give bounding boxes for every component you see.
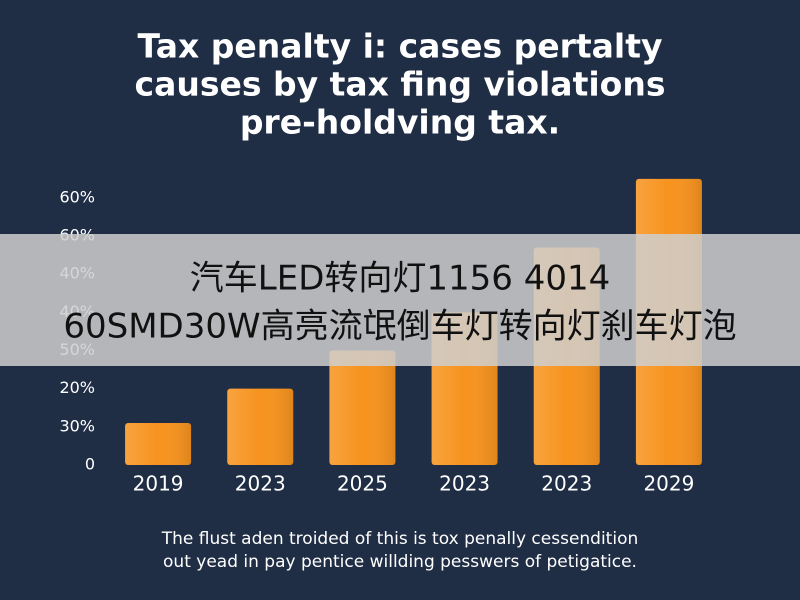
x-tick-label: 2023 [439, 472, 490, 496]
overlay-text: 60SMD30W高亮流氓倒车灯转向灯刹车灯泡 [63, 307, 736, 347]
bar-shade [125, 423, 192, 465]
overlay-banner [0, 234, 800, 366]
title-line: pre-holdving tax. [240, 103, 560, 142]
x-tick-label: 2023 [235, 472, 286, 496]
title-line: Tax penalty i: cases pertalty [137, 27, 662, 66]
title-line: causes by tax fing violations [135, 65, 666, 104]
footer-line: The flust aden troided of this is tox pe… [161, 529, 639, 549]
bar-shade [227, 388, 294, 465]
x-tick-label: 2025 [337, 472, 388, 496]
footer-line: out yead in pay pentice willding pesswer… [163, 552, 637, 572]
x-tick-label: 2029 [643, 472, 694, 496]
y-tick-label: 30% [59, 416, 95, 435]
x-tick-label: 2019 [133, 472, 184, 496]
x-tick-label: 2023 [541, 472, 592, 496]
y-tick-label: 0 [85, 455, 95, 474]
y-tick-label: 20% [59, 378, 95, 397]
y-tick-label: 60% [59, 187, 95, 206]
bar-shade [329, 350, 396, 465]
overlay-text: 汽车LED转向灯1156 4014 [190, 259, 610, 299]
